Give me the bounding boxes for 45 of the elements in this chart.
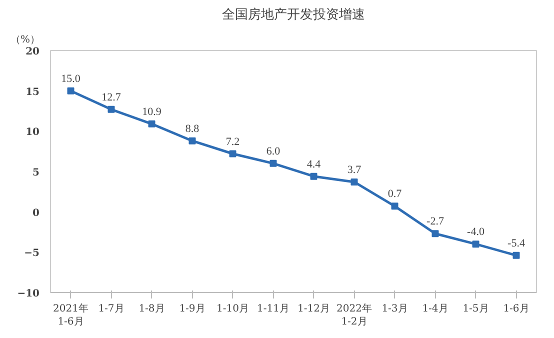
point: [148, 120, 156, 128]
y-tick-label: 5: [32, 168, 40, 178]
point: [67, 87, 74, 94]
text: 15.0: [61, 72, 80, 85]
x-tick-label: 1-5月: [462, 304, 489, 314]
x-tick-label: 1-7月: [98, 304, 124, 314]
x-tick-label: 1-6月: [503, 304, 530, 314]
x-tick-label: 1-10月: [216, 304, 249, 314]
y-tick-label: 0: [32, 208, 40, 219]
point: [472, 240, 480, 248]
text: -5.4: [508, 237, 525, 250]
x-tick-label: 1-8月: [138, 304, 165, 314]
x-tick-label: 1-3月: [382, 304, 408, 314]
text: 0.7: [388, 188, 402, 200]
text: 3.7: [347, 164, 362, 176]
y-tick-label: −5: [24, 248, 40, 260]
point: [391, 202, 398, 210]
x-tick-label: 1-11月: [257, 304, 290, 314]
y-tick-label: 15: [26, 86, 40, 98]
text: -4.0: [467, 226, 484, 238]
text: 10.9: [142, 106, 162, 118]
y-axis-title: （%）: [10, 34, 40, 46]
text: 7.2: [226, 136, 240, 148]
y-tick-label: 10: [26, 127, 40, 138]
point: [350, 178, 358, 186]
chart-title: 全国房地产开发投资增速: [222, 6, 365, 22]
point: [229, 150, 236, 158]
point: [310, 172, 318, 180]
x-tick-label: 2022年 1-2月: [336, 302, 372, 328]
x-tick-label: 1-9月: [179, 304, 206, 314]
y-tick-label: 20: [26, 46, 40, 58]
point: [512, 252, 520, 259]
text: 8.8: [185, 122, 200, 135]
text: 12.7: [102, 91, 121, 104]
x-tick-label: 2021年 1-6月: [53, 302, 88, 328]
text: -2.7: [426, 216, 444, 228]
x-tick-label: 1-4月: [422, 304, 448, 314]
point: [188, 137, 196, 144]
point: [108, 106, 115, 113]
point: [270, 160, 277, 167]
x-tick-label: 1-12月: [298, 304, 330, 314]
y-tick-label: −10: [17, 288, 40, 300]
text: 4.4: [306, 158, 321, 170]
point: [432, 230, 439, 238]
text: 6.0: [266, 145, 280, 158]
